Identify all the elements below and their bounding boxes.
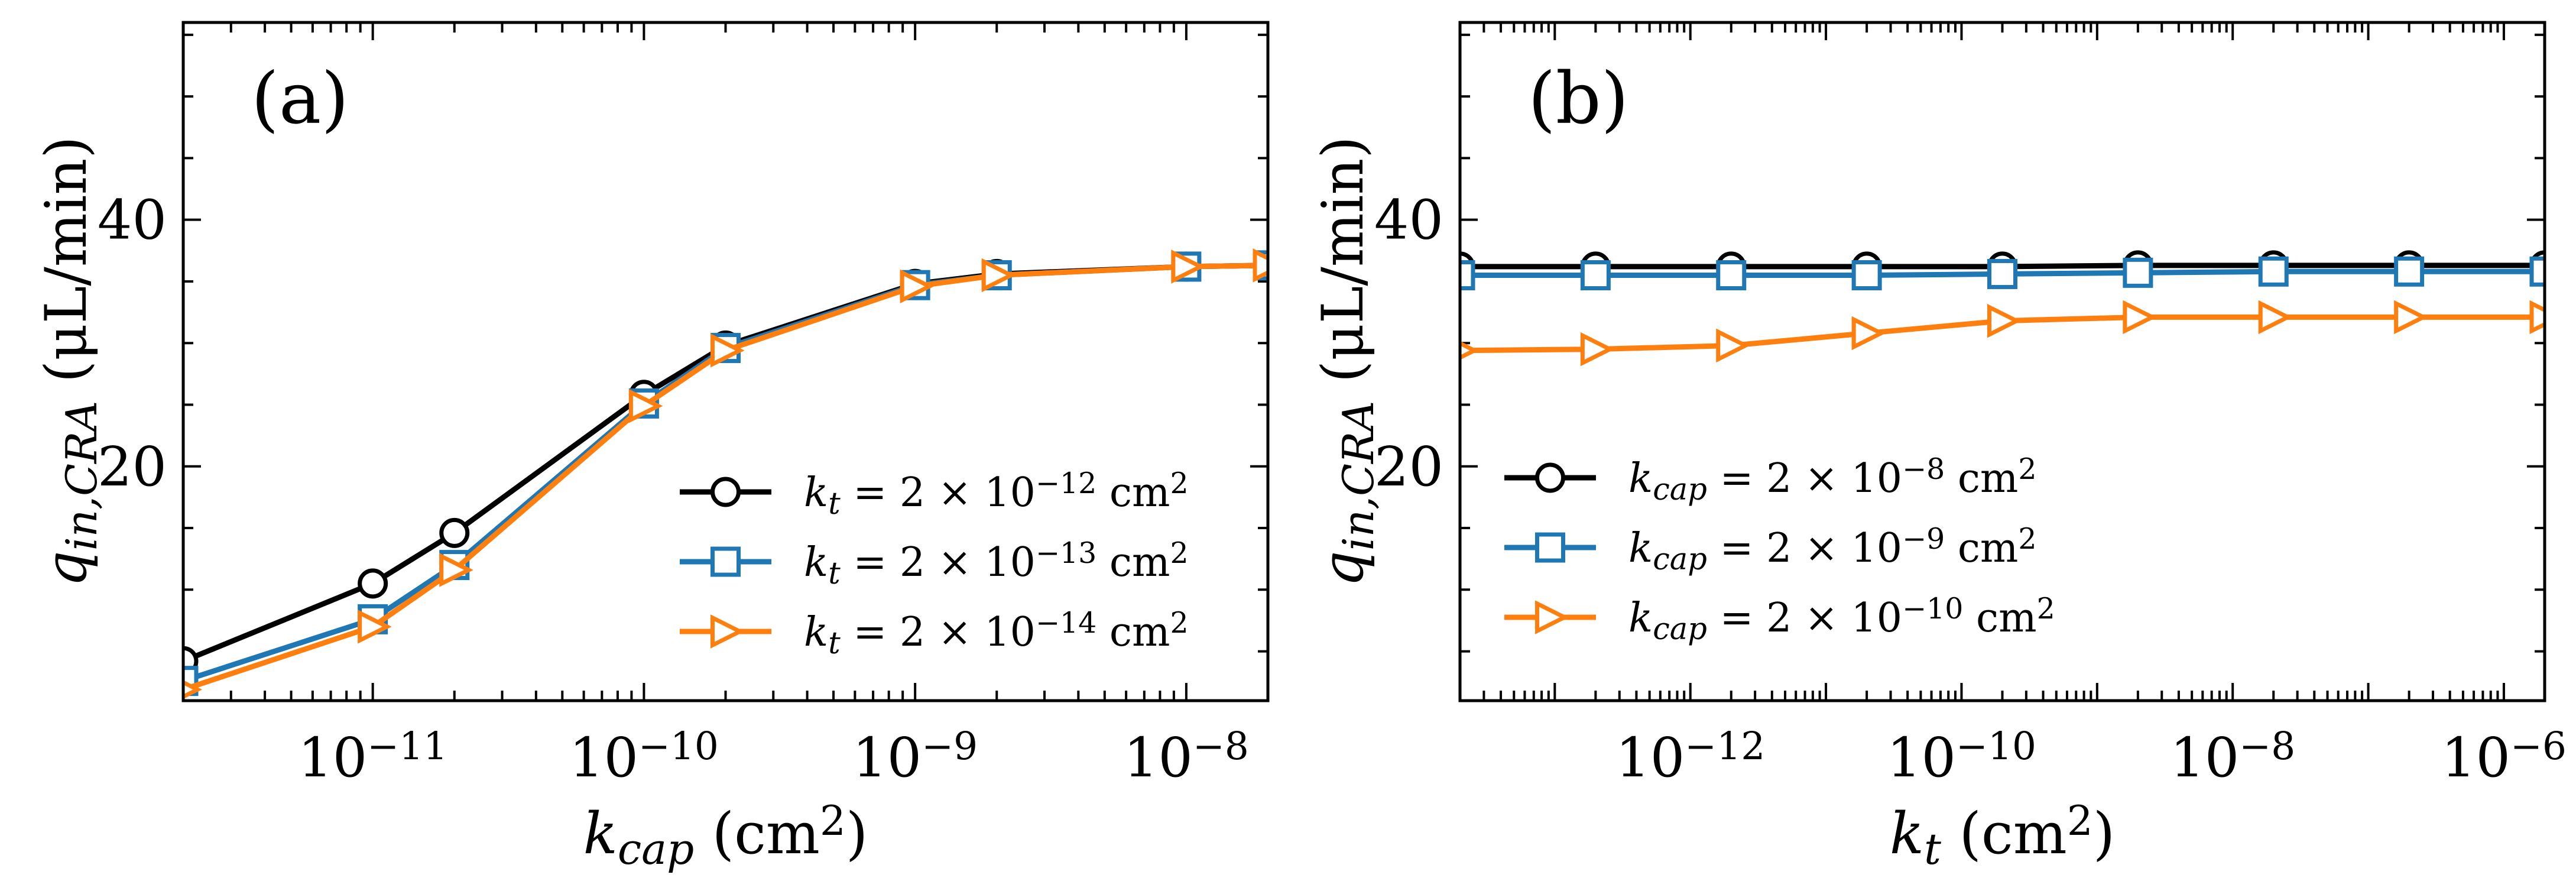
y-axis-label: qin,CRA (μL/min)	[33, 136, 106, 587]
y-tick-label: 20	[98, 435, 167, 498]
data-point	[1716, 328, 1750, 363]
data-point	[1253, 248, 1268, 283]
data-point	[1851, 260, 1882, 291]
panel-label: (b)	[1528, 58, 1628, 140]
x-tick-label: 10−8	[1124, 724, 1249, 789]
legend-label: kcap = 2 × 10−10 cm2	[1628, 592, 2055, 647]
data-point	[439, 553, 473, 587]
data-point	[2123, 300, 2157, 335]
data-point	[710, 333, 745, 368]
legend-swatch-marker	[1535, 600, 1569, 634]
x-axis-label: kt (cm2)	[1890, 798, 2115, 874]
legend-item: kcap = 2 × 10−10 cm2	[1504, 592, 2055, 647]
legend-item: kt = 2 × 10−14 cm2	[680, 606, 1189, 661]
legend-item: kt = 2 × 10−13 cm2	[680, 536, 1189, 591]
legend-label: kcap = 2 × 10−8 cm2	[1628, 452, 2037, 507]
data-point	[628, 388, 663, 423]
data-point	[2258, 300, 2293, 335]
legend-swatch-marker	[710, 477, 741, 507]
data-point	[1580, 332, 1615, 367]
data-point	[900, 269, 935, 304]
data-point	[2529, 300, 2545, 335]
legend-item: kcap = 2 × 10−9 cm2	[1504, 522, 2037, 577]
legend-swatch-marker	[1535, 532, 1565, 563]
chart-panel-a: 10−11 10−10 10−9 10−8 20 40 (a) kcap (cm2) qin,C…	[33, 21, 1270, 874]
x-minor-ticks	[182, 22, 1269, 701]
x-tick-label: 10−8	[2170, 724, 2295, 789]
legend-label: kt = 2 × 10−14 cm2	[804, 606, 1189, 661]
data-point	[2394, 256, 2425, 287]
series-1	[1460, 256, 2545, 291]
legend: kt = 2 × 10−12 cm2 kt = 2 × 10−13 cm2 kt =…	[680, 467, 1189, 661]
y-ticks	[1460, 33, 2545, 653]
x-tick-label: 10−10	[1887, 724, 2036, 789]
legend-item: kt = 2 × 10−12 cm2	[680, 467, 1189, 522]
data-point	[2529, 256, 2545, 287]
data-point	[981, 258, 1016, 293]
series-2	[183, 248, 1268, 699]
data-point	[1171, 250, 1205, 284]
data-point	[1987, 258, 2017, 289]
data-point	[1460, 260, 1475, 291]
legend-swatch-marker	[710, 546, 741, 577]
panel-label: (a)	[251, 58, 349, 140]
data-point	[2258, 256, 2289, 287]
legend: kcap = 2 × 10−8 cm2 kcap = 2 × 10−9 cm2 kc…	[1504, 452, 2055, 647]
x-tick-label: 10−11	[298, 724, 447, 789]
data-point	[358, 568, 388, 599]
data-point	[358, 610, 392, 644]
series-line	[183, 263, 1268, 664]
plot-frame	[181, 21, 1270, 702]
plot-frame	[1458, 21, 2546, 702]
data-point	[2394, 300, 2428, 335]
legend-label: kt = 2 × 10−12 cm2	[804, 467, 1189, 522]
data-point	[1987, 303, 2022, 338]
data-point	[439, 517, 470, 548]
x-tick-label: 10−9	[852, 724, 978, 789]
y-axis-label: qin,CRA (μL/min)	[1310, 136, 1383, 587]
y-tick-label: 40	[98, 189, 167, 252]
x-tick-label: 10−10	[569, 724, 719, 789]
series-2	[1460, 300, 2545, 367]
x-minor-ticks	[1459, 22, 2546, 701]
x-tick-label: 10−6	[2441, 724, 2567, 789]
data-point	[1716, 260, 1747, 291]
data-point	[1580, 260, 1611, 291]
legend-swatch-marker	[1535, 462, 1565, 493]
x-axis-label: kcap (cm2)	[583, 798, 868, 874]
legend-swatch-marker	[710, 614, 745, 649]
x-tick-label: 10−12	[1615, 724, 1765, 789]
data-point	[2123, 257, 2153, 288]
data-point	[1851, 316, 1886, 351]
legend-item: kcap = 2 × 10−8 cm2	[1504, 452, 2037, 507]
y-tick-label: 20	[1374, 435, 1443, 498]
y-tick-label: 40	[1374, 189, 1443, 252]
legend-label: kt = 2 × 10−13 cm2	[804, 536, 1189, 591]
chart-panel-b: 10−12 10−10 10−8 10−6 20 40 (b) kt (cm2) qin,CRA…	[1310, 21, 2567, 874]
legend-label: kcap = 2 × 10−9 cm2	[1628, 522, 2037, 577]
